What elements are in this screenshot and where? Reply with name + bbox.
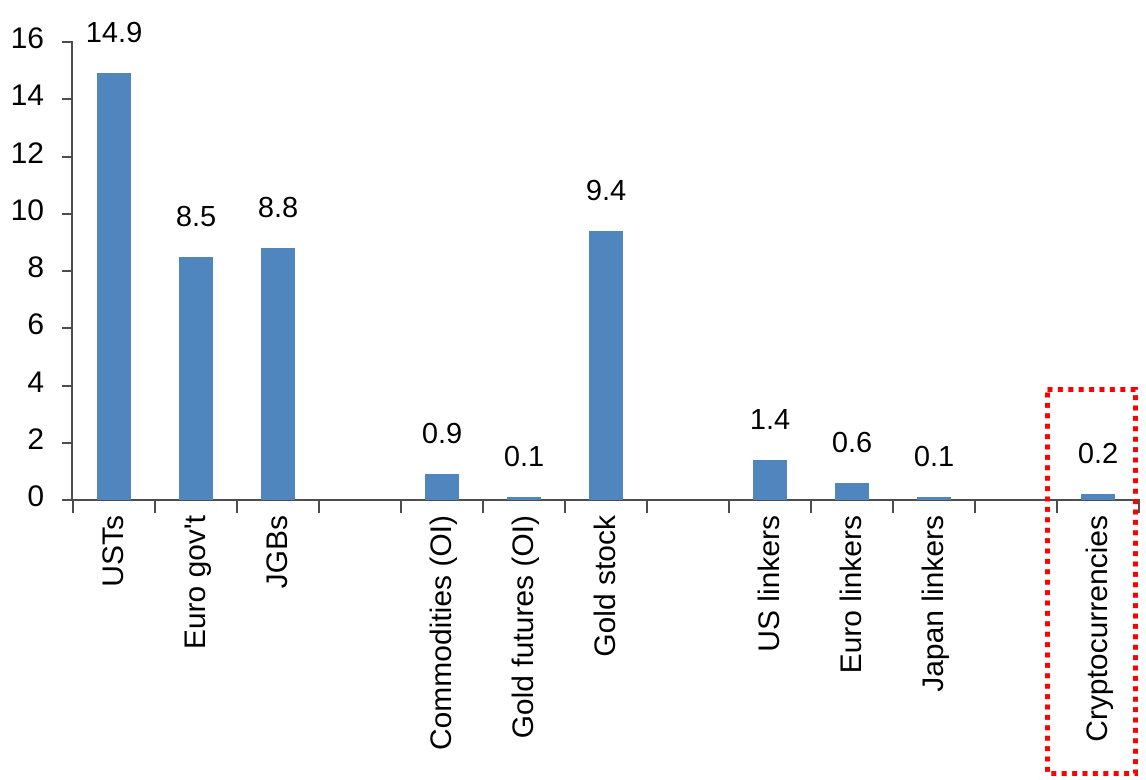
x-axis-tick <box>728 500 730 513</box>
bar-euro-gov-t <box>179 257 213 500</box>
y-axis-tick-label: 10 <box>10 193 44 227</box>
x-axis-tick <box>646 500 648 513</box>
x-axis-tick <box>154 500 156 513</box>
x-axis-tick <box>810 500 812 513</box>
bar-gold-futures-oi <box>507 497 541 500</box>
y-axis-tick-label: 8 <box>27 251 44 284</box>
x-axis-tick <box>236 500 238 513</box>
category-label-us-linkers: US linkers <box>753 515 786 652</box>
y-axis-tick <box>62 327 73 330</box>
x-axis-tick <box>974 500 976 513</box>
y-axis-tick <box>62 212 73 215</box>
y-axis-tick-label: 12 <box>10 136 44 170</box>
value-label-us-linkers: 1.4 <box>749 404 791 436</box>
y-axis-tick <box>62 441 73 444</box>
category-label-gold-futures-oi: Gold futures (OI) <box>507 515 540 739</box>
category-label-japan-linkers: Japan linkers <box>917 515 950 692</box>
x-axis-tick <box>564 500 566 513</box>
category-label-euro-gov-t: Euro gov't <box>179 515 212 650</box>
value-label-gold-futures-oi: 0.1 <box>503 441 545 473</box>
bar-jgbs <box>261 248 295 500</box>
y-axis-tick-label: 0 <box>27 480 44 513</box>
value-label-cryptocurrencies: 0.2 <box>1077 438 1119 470</box>
bar-us-linkers <box>753 460 787 500</box>
bar-cryptocurrencies <box>1081 494 1115 500</box>
category-label-gold-stock: Gold stock <box>589 515 622 657</box>
value-label-jgbs: 8.8 <box>257 192 299 224</box>
y-axis-tick <box>62 98 73 101</box>
category-label-jgbs: JGBs <box>261 515 294 589</box>
category-label-euro-linkers: Euro linkers <box>835 515 868 674</box>
x-axis-tick <box>318 500 320 513</box>
bar-usts <box>97 73 131 500</box>
value-label-japan-linkers: 0.1 <box>913 441 955 473</box>
y-axis-tick <box>62 41 73 43</box>
y-axis-tick <box>62 270 73 272</box>
value-label-usts: 14.9 <box>85 17 143 49</box>
bar-euro-linkers <box>835 483 869 500</box>
category-label-commodities-oi: Commodities (OI) <box>425 515 458 751</box>
y-axis-tick-label: 16 <box>10 22 44 55</box>
x-axis-tick <box>1056 500 1058 513</box>
x-axis-tick <box>482 500 484 513</box>
y-axis-tick <box>62 384 73 387</box>
y-axis-tick-label: 2 <box>27 422 44 456</box>
y-axis-tick-label: 14 <box>10 79 44 113</box>
value-label-commodities-oi: 0.9 <box>421 418 463 450</box>
y-axis-tick <box>62 499 73 501</box>
category-label-usts: USTs <box>97 515 130 587</box>
x-axis-tick <box>892 500 894 513</box>
value-label-euro-linkers: 0.6 <box>831 427 873 459</box>
y-axis-tick-label: 6 <box>27 308 44 342</box>
bar-japan-linkers <box>917 497 951 500</box>
x-axis-tick <box>1138 500 1140 513</box>
y-axis-tick-label: 4 <box>27 365 44 399</box>
value-label-gold-stock: 9.4 <box>585 175 627 207</box>
x-axis-line <box>71 499 1140 501</box>
category-label-cryptocurrencies: Cryptocurrencies <box>1081 515 1114 742</box>
value-label-euro-gov-t: 8.5 <box>175 201 217 233</box>
x-axis-tick <box>400 500 402 513</box>
bar-commodities-oi <box>425 474 459 500</box>
y-axis-tick <box>62 155 73 158</box>
x-axis-tick <box>72 500 74 513</box>
bar-gold-stock <box>589 231 623 500</box>
